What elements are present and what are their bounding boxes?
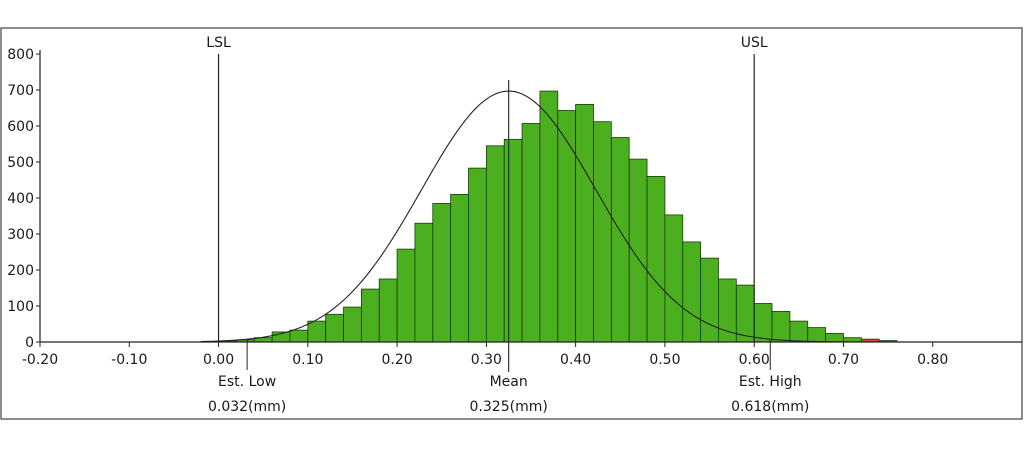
histogram-bar bbox=[825, 332, 844, 343]
axes bbox=[39, 50, 1022, 343]
x-tick-label: 0.10 bbox=[292, 352, 323, 368]
histogram-bar bbox=[557, 110, 577, 343]
x-tick-label: 0.20 bbox=[382, 352, 413, 368]
stat-annotations: Est. Low 0.032(mm) Mean 0.325(mm) Est. High 0… bbox=[208, 340, 809, 415]
histogram-bar bbox=[360, 288, 380, 343]
y-tick-label: 800 bbox=[7, 47, 34, 63]
histogram-bar bbox=[789, 320, 809, 343]
spec-limit-layer: LSL USL bbox=[206, 35, 768, 372]
histogram-bar bbox=[432, 202, 452, 343]
histogram-bar bbox=[485, 145, 505, 343]
x-tick-label: 0.70 bbox=[828, 352, 859, 368]
histogram-bar bbox=[664, 214, 684, 343]
histogram-bar bbox=[539, 90, 559, 343]
x-tick-label: -0.10 bbox=[111, 352, 147, 368]
y-tick-label: 500 bbox=[7, 155, 34, 171]
histogram-bar bbox=[503, 138, 523, 343]
histogram-bar bbox=[682, 241, 702, 343]
y-tick-label: 100 bbox=[7, 299, 34, 315]
histogram-bar bbox=[628, 158, 648, 343]
stat-label: Mean bbox=[490, 374, 528, 390]
stat-value: 0.618(mm) bbox=[731, 399, 809, 415]
histogram-bar bbox=[521, 123, 541, 343]
stat-value: 0.325(mm) bbox=[470, 399, 548, 415]
histogram-bar bbox=[325, 313, 344, 343]
y-tick-label: 600 bbox=[7, 119, 34, 135]
x-axis-ticks: -0.20 -0.10 0.00 0.10 0.20 0.30 0.40 0.50 0.60 0.… bbox=[22, 342, 948, 368]
stat-label: Est. High bbox=[739, 374, 802, 390]
normal-distribution-curve bbox=[200, 90, 905, 343]
x-tick-label: 0.80 bbox=[917, 352, 948, 368]
histogram-bar bbox=[414, 222, 434, 343]
histogram-bar bbox=[771, 310, 791, 343]
y-axis-ticks: 0 100 200 300 400 500 600 700 800 bbox=[7, 47, 40, 351]
histogram-bar bbox=[575, 104, 594, 343]
x-tick-label: -0.20 bbox=[22, 352, 58, 368]
histogram-bar bbox=[289, 329, 309, 343]
histogram-bar bbox=[378, 278, 398, 343]
histogram-bar bbox=[396, 248, 416, 343]
stat-value: 0.032(mm) bbox=[208, 399, 286, 415]
stat-label: Est. Low bbox=[218, 374, 276, 390]
spec-limit-label: USL bbox=[741, 35, 768, 51]
histogram-bar bbox=[450, 193, 469, 343]
histogram-bar bbox=[307, 320, 327, 343]
histogram-bar bbox=[610, 137, 630, 343]
histogram-bar bbox=[646, 175, 666, 343]
x-tick-label: 0.60 bbox=[739, 352, 770, 368]
histogram-bar bbox=[735, 284, 755, 343]
histogram-bar bbox=[468, 167, 487, 343]
histogram-bar bbox=[807, 327, 827, 343]
x-tick-label: 0.30 bbox=[471, 352, 502, 368]
x-tick-label: 0.00 bbox=[203, 352, 234, 368]
histogram-bar bbox=[700, 257, 719, 343]
y-tick-label: 300 bbox=[7, 227, 34, 243]
histogram-bar bbox=[343, 306, 362, 343]
y-tick-label: 400 bbox=[7, 191, 34, 207]
normal-curve-layer bbox=[200, 90, 905, 343]
x-tick-label: 0.50 bbox=[649, 352, 680, 368]
histogram-bar bbox=[753, 303, 773, 343]
histogram-bar bbox=[593, 121, 612, 343]
histogram-bars bbox=[200, 90, 898, 343]
x-tick-label: 0.40 bbox=[560, 352, 591, 368]
y-tick-label: 0 bbox=[25, 335, 34, 351]
y-tick-label: 700 bbox=[7, 83, 34, 99]
y-tick-label: 200 bbox=[7, 263, 34, 279]
spec-limit-label: LSL bbox=[206, 35, 231, 51]
